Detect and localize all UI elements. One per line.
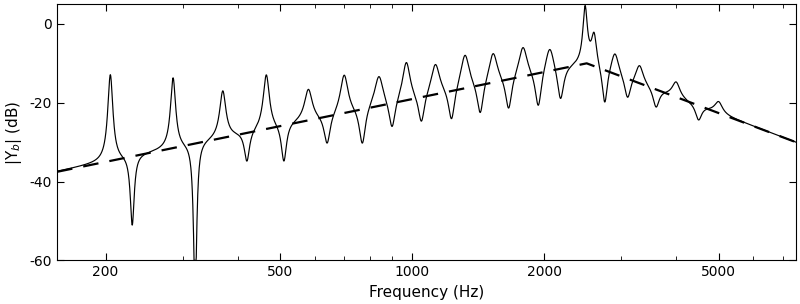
Y-axis label: |Y$_b$| (dB): |Y$_b$| (dB) xyxy=(4,100,24,164)
X-axis label: Frequency (Hz): Frequency (Hz) xyxy=(369,285,484,300)
